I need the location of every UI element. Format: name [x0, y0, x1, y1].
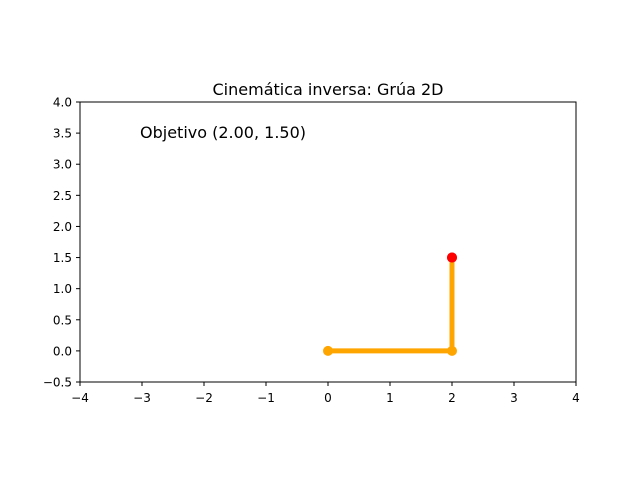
target-point — [447, 252, 457, 263]
x-tick-label: 4 — [572, 391, 580, 405]
y-tick-label: 1.5 — [53, 251, 72, 265]
y-tick-label: 2.5 — [53, 189, 72, 203]
y-tick-label: 3.0 — [53, 158, 72, 172]
y-axis: −0.5 0.0 0.5 1.0 1.5 2.0 2.5 3.0 3.5 4.0 — [43, 96, 80, 390]
y-tick-label: 2.0 — [53, 220, 72, 234]
x-tick-label: 2 — [448, 391, 456, 405]
y-tick-label: 1.0 — [53, 282, 72, 296]
x-tick-label: 0 — [324, 391, 332, 405]
x-tick-label: −1 — [257, 391, 275, 405]
plot-frame — [79, 101, 577, 383]
x-tick-label: 3 — [510, 391, 518, 405]
y-tick-label: 4.0 — [53, 96, 72, 110]
joint-point — [447, 345, 457, 356]
y-tick-label: 0.0 — [53, 344, 72, 358]
x-tick-label: 1 — [386, 391, 394, 405]
x-tick-label: −4 — [71, 391, 89, 405]
chart-title: Cinemática inversa: Grúa 2D — [213, 80, 444, 99]
x-tick-label: −2 — [195, 391, 213, 405]
y-tick-label: −0.5 — [43, 376, 72, 390]
x-axis: −4 −3 −2 −1 0 1 2 3 4 — [71, 382, 580, 405]
x-tick-label: −3 — [133, 391, 151, 405]
series-layer — [323, 252, 457, 356]
y-tick-label: 0.5 — [53, 313, 72, 327]
y-tick-label: 3.5 — [53, 127, 72, 141]
target-annotation: Objetivo (2.00, 1.50) — [140, 123, 306, 142]
joint-point — [323, 345, 333, 356]
